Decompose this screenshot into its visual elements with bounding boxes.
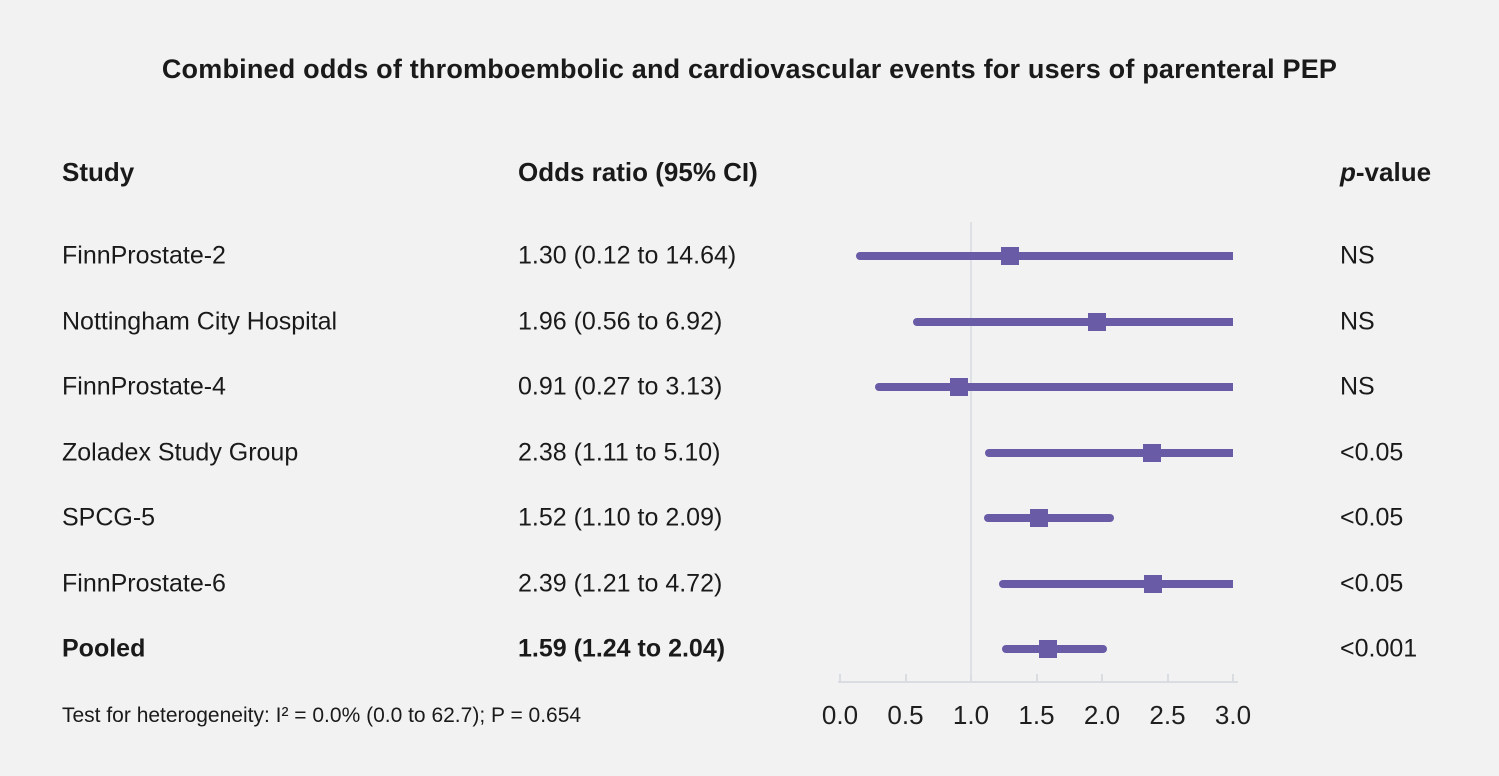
confidence-interval-line [875,383,1233,391]
confidence-interval-line [985,448,1233,457]
column-header-study: Study [62,157,135,187]
p-value: NS [1340,372,1375,401]
x-axis-tick [1101,674,1103,682]
column-header-p-value: p-value [1340,157,1431,188]
odds-ratio-value: 2.39 (1.21 to 4.72) [518,569,723,597]
p-value: <0.001 [1340,634,1418,663]
odds-ratio-marker [1142,443,1161,462]
x-axis-tick [1035,674,1038,682]
study-label: FinnProstate-4 [62,372,226,401]
p-value-header-italic-p: p [1340,157,1356,187]
confidence-interval-line [984,514,1114,522]
x-axis-tick [904,674,907,682]
p-value: <0.05 [1340,503,1404,532]
odds-ratio-marker [1030,509,1049,527]
x-axis-tick-label: 1.5 [1018,700,1055,730]
odds-ratio-marker [1087,312,1106,331]
x-axis-tick [1166,674,1169,682]
odds-ratio-marker [1039,640,1058,658]
chart-title: Combined odds of thromboembolic and card… [161,54,1338,84]
confidence-interval-line [998,579,1233,588]
odds-ratio-value: 1.59 (1.24 to 2.04) [518,634,726,663]
odds-ratio-value: 1.52 (1.10 to 2.09) [518,503,723,532]
odds-ratio-value: 1.96 (0.56 to 6.92) [518,307,723,335]
p-value-header-suffix: -value [1355,157,1432,187]
study-label: Zoladex Study Group [62,438,299,466]
x-axis-tick-label: 1.0 [952,700,990,730]
odds-ratio-value: 2.38 (1.11 to 5.10) [518,438,721,466]
confidence-interval-line [913,317,1233,326]
confidence-interval-line [855,252,1233,260]
x-axis-tick-label: 0.5 [887,700,924,730]
odds-ratio-value: 0.91 (0.27 to 3.13) [518,372,723,401]
x-axis-tick-label: 2.5 [1149,700,1186,730]
x-axis-tick [839,674,841,682]
p-value: NS [1340,307,1375,335]
p-value: NS [1340,241,1375,270]
heterogeneity-footnote: Test for heterogeneity: I² = 0.0% (0.0 t… [62,704,582,727]
study-label: FinnProstate-6 [62,569,226,597]
study-label: SPCG-5 [62,503,156,532]
x-axis-tick-label: 2.0 [1083,700,1121,730]
reference-line-or-1 [970,222,972,681]
study-label: Pooled [62,634,146,663]
odds-ratio-value: 1.30 (0.12 to 14.64) [518,241,737,270]
odds-ratio-marker [950,378,969,396]
column-header-odds-ratio: Odds ratio (95% CI) [518,157,758,187]
x-axis-tick-label: 3.0 [1214,700,1252,730]
odds-ratio-marker [1144,574,1163,593]
x-axis-line [838,681,1238,683]
x-axis-tick-label: 0.0 [821,700,859,730]
x-axis-tick [970,674,972,682]
odds-ratio-marker [1001,247,1020,265]
x-axis-tick [1232,674,1234,682]
p-value: <0.05 [1340,569,1404,597]
study-label: FinnProstate-2 [62,241,226,270]
study-label: Nottingham City Hospital [62,307,338,335]
p-value: <0.05 [1340,438,1404,466]
